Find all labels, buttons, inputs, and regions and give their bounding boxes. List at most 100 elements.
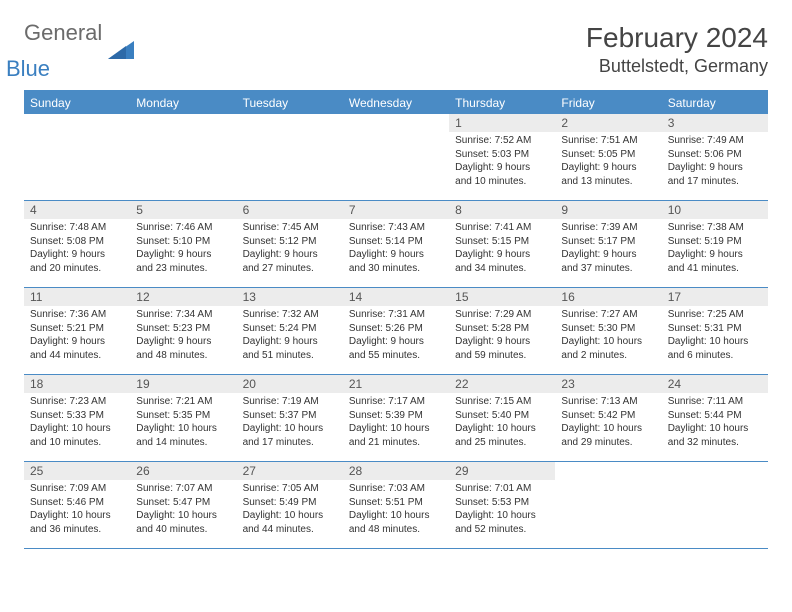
day-details: Sunrise: 7:41 AMSunset: 5:15 PMDaylight:… <box>449 219 555 279</box>
day-number: 21 <box>343 375 449 393</box>
sunset-text: Sunset: 5:42 PM <box>561 409 655 423</box>
daylight-text: Daylight: 10 hours and 2 minutes. <box>561 335 655 362</box>
calendar-body: ........1Sunrise: 7:52 AMSunset: 5:03 PM… <box>24 114 768 549</box>
calendar-day: 7Sunrise: 7:43 AMSunset: 5:14 PMDaylight… <box>343 201 449 287</box>
calendar-day: 16Sunrise: 7:27 AMSunset: 5:30 PMDayligh… <box>555 288 661 374</box>
day-details: Sunrise: 7:07 AMSunset: 5:47 PMDaylight:… <box>130 480 236 540</box>
calendar-day: 27Sunrise: 7:05 AMSunset: 5:49 PMDayligh… <box>237 462 343 548</box>
calendar-day: 4Sunrise: 7:48 AMSunset: 5:08 PMDaylight… <box>24 201 130 287</box>
day-number: 2 <box>555 114 661 132</box>
calendar-day: 29Sunrise: 7:01 AMSunset: 5:53 PMDayligh… <box>449 462 555 548</box>
calendar-day: 24Sunrise: 7:11 AMSunset: 5:44 PMDayligh… <box>662 375 768 461</box>
sunrise-text: Sunrise: 7:36 AM <box>30 308 124 322</box>
sunset-text: Sunset: 5:12 PM <box>243 235 337 249</box>
day-number: 11 <box>24 288 130 306</box>
sunset-text: Sunset: 5:40 PM <box>455 409 549 423</box>
sunrise-text: Sunrise: 7:29 AM <box>455 308 549 322</box>
calendar-day: 8Sunrise: 7:41 AMSunset: 5:15 PMDaylight… <box>449 201 555 287</box>
calendar-week: 18Sunrise: 7:23 AMSunset: 5:33 PMDayligh… <box>24 375 768 462</box>
day-details: Sunrise: 7:46 AMSunset: 5:10 PMDaylight:… <box>130 219 236 279</box>
daylight-text: Daylight: 10 hours and 14 minutes. <box>136 422 230 449</box>
day-details: Sunrise: 7:11 AMSunset: 5:44 PMDaylight:… <box>662 393 768 453</box>
sunrise-text: Sunrise: 7:34 AM <box>136 308 230 322</box>
daylight-text: Daylight: 9 hours and 23 minutes. <box>136 248 230 275</box>
daylight-text: Daylight: 9 hours and 13 minutes. <box>561 161 655 188</box>
location-text: Buttelstedt, Germany <box>586 56 768 77</box>
calendar-week: 25Sunrise: 7:09 AMSunset: 5:46 PMDayligh… <box>24 462 768 549</box>
calendar-day: 20Sunrise: 7:19 AMSunset: 5:37 PMDayligh… <box>237 375 343 461</box>
weekday-header-row: SundayMondayTuesdayWednesdayThursdayFrid… <box>24 92 768 114</box>
calendar-day: 5Sunrise: 7:46 AMSunset: 5:10 PMDaylight… <box>130 201 236 287</box>
sunrise-text: Sunrise: 7:45 AM <box>243 221 337 235</box>
day-number: 1 <box>449 114 555 132</box>
daylight-text: Daylight: 10 hours and 40 minutes. <box>136 509 230 536</box>
calendar-day: 23Sunrise: 7:13 AMSunset: 5:42 PMDayligh… <box>555 375 661 461</box>
sunset-text: Sunset: 5:15 PM <box>455 235 549 249</box>
day-details: Sunrise: 7:32 AMSunset: 5:24 PMDaylight:… <box>237 306 343 366</box>
day-number: 23 <box>555 375 661 393</box>
day-details: Sunrise: 7:49 AMSunset: 5:06 PMDaylight:… <box>662 132 768 192</box>
daylight-text: Daylight: 10 hours and 44 minutes. <box>243 509 337 536</box>
day-details: Sunrise: 7:05 AMSunset: 5:49 PMDaylight:… <box>237 480 343 540</box>
daylight-text: Daylight: 9 hours and 34 minutes. <box>455 248 549 275</box>
day-number: 14 <box>343 288 449 306</box>
month-title: February 2024 <box>586 22 768 54</box>
weekday-label: Thursday <box>449 92 555 114</box>
day-details: Sunrise: 7:01 AMSunset: 5:53 PMDaylight:… <box>449 480 555 540</box>
sunrise-text: Sunrise: 7:13 AM <box>561 395 655 409</box>
day-number: 15 <box>449 288 555 306</box>
weekday-label: Saturday <box>662 92 768 114</box>
daylight-text: Daylight: 9 hours and 27 minutes. <box>243 248 337 275</box>
calendar-day: 17Sunrise: 7:25 AMSunset: 5:31 PMDayligh… <box>662 288 768 374</box>
logo: General Blue <box>24 22 134 80</box>
day-details: Sunrise: 7:51 AMSunset: 5:05 PMDaylight:… <box>555 132 661 192</box>
sunrise-text: Sunrise: 7:32 AM <box>243 308 337 322</box>
calendar-page: General Blue February 2024 Buttelstedt, … <box>0 0 792 571</box>
day-details: Sunrise: 7:03 AMSunset: 5:51 PMDaylight:… <box>343 480 449 540</box>
daylight-text: Daylight: 9 hours and 17 minutes. <box>668 161 762 188</box>
day-number: 27 <box>237 462 343 480</box>
sunrise-text: Sunrise: 7:43 AM <box>349 221 443 235</box>
daylight-text: Daylight: 10 hours and 17 minutes. <box>243 422 337 449</box>
day-details: Sunrise: 7:34 AMSunset: 5:23 PMDaylight:… <box>130 306 236 366</box>
day-number: 17 <box>662 288 768 306</box>
day-details: Sunrise: 7:13 AMSunset: 5:42 PMDaylight:… <box>555 393 661 453</box>
day-number: 18 <box>24 375 130 393</box>
sunset-text: Sunset: 5:14 PM <box>349 235 443 249</box>
calendar-day: 10Sunrise: 7:38 AMSunset: 5:19 PMDayligh… <box>662 201 768 287</box>
calendar-day: 6Sunrise: 7:45 AMSunset: 5:12 PMDaylight… <box>237 201 343 287</box>
sunset-text: Sunset: 5:39 PM <box>349 409 443 423</box>
sunset-text: Sunset: 5:33 PM <box>30 409 124 423</box>
daylight-text: Daylight: 10 hours and 21 minutes. <box>349 422 443 449</box>
calendar-day: 14Sunrise: 7:31 AMSunset: 5:26 PMDayligh… <box>343 288 449 374</box>
calendar: SundayMondayTuesdayWednesdayThursdayFrid… <box>24 90 768 549</box>
sunrise-text: Sunrise: 7:09 AM <box>30 482 124 496</box>
sunrise-text: Sunrise: 7:31 AM <box>349 308 443 322</box>
calendar-week: 11Sunrise: 7:36 AMSunset: 5:21 PMDayligh… <box>24 288 768 375</box>
day-details: Sunrise: 7:29 AMSunset: 5:28 PMDaylight:… <box>449 306 555 366</box>
sunset-text: Sunset: 5:24 PM <box>243 322 337 336</box>
sunset-text: Sunset: 5:37 PM <box>243 409 337 423</box>
page-header: General Blue February 2024 Buttelstedt, … <box>24 22 768 80</box>
day-number: 7 <box>343 201 449 219</box>
sunrise-text: Sunrise: 7:46 AM <box>136 221 230 235</box>
day-details: Sunrise: 7:17 AMSunset: 5:39 PMDaylight:… <box>343 393 449 453</box>
daylight-text: Daylight: 9 hours and 55 minutes. <box>349 335 443 362</box>
calendar-week: ........1Sunrise: 7:52 AMSunset: 5:03 PM… <box>24 114 768 201</box>
day-number: 10 <box>662 201 768 219</box>
daylight-text: Daylight: 10 hours and 29 minutes. <box>561 422 655 449</box>
sunrise-text: Sunrise: 7:49 AM <box>668 134 762 148</box>
sunset-text: Sunset: 5:49 PM <box>243 496 337 510</box>
calendar-day: 1Sunrise: 7:52 AMSunset: 5:03 PMDaylight… <box>449 114 555 200</box>
calendar-day: 11Sunrise: 7:36 AMSunset: 5:21 PMDayligh… <box>24 288 130 374</box>
weekday-label: Sunday <box>24 92 130 114</box>
day-details: Sunrise: 7:15 AMSunset: 5:40 PMDaylight:… <box>449 393 555 453</box>
sunrise-text: Sunrise: 7:52 AM <box>455 134 549 148</box>
calendar-day: 26Sunrise: 7:07 AMSunset: 5:47 PMDayligh… <box>130 462 236 548</box>
sunset-text: Sunset: 5:06 PM <box>668 148 762 162</box>
calendar-day: .. <box>555 462 661 548</box>
sunset-text: Sunset: 5:19 PM <box>668 235 762 249</box>
sunrise-text: Sunrise: 7:19 AM <box>243 395 337 409</box>
day-details: Sunrise: 7:23 AMSunset: 5:33 PMDaylight:… <box>24 393 130 453</box>
daylight-text: Daylight: 9 hours and 48 minutes. <box>136 335 230 362</box>
